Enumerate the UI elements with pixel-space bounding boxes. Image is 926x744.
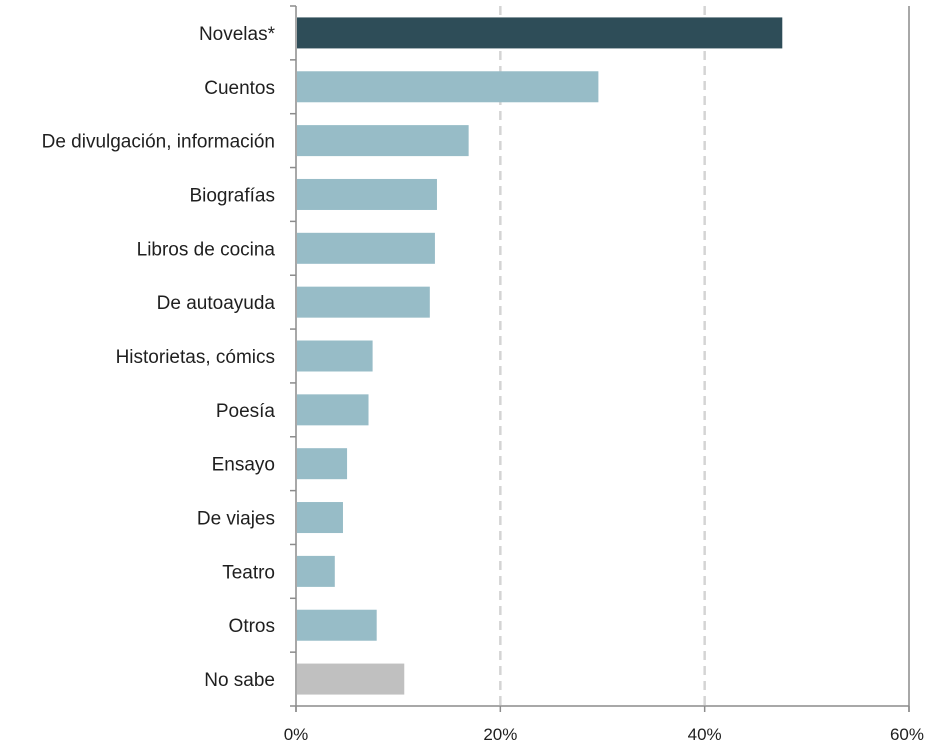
gridlines [499, 6, 706, 706]
category-label: Poesía [216, 401, 276, 422]
x-tick-label: 60% [890, 725, 924, 744]
category-label: De viajes [197, 509, 275, 530]
bar [297, 340, 373, 372]
category-label: No sabe [204, 670, 275, 691]
x-tick-label: 0% [284, 725, 309, 744]
bar [297, 448, 348, 480]
bar [297, 17, 783, 49]
category-label: De autoayuda [157, 293, 276, 314]
category-label: Biografías [189, 185, 275, 206]
bar [297, 502, 343, 534]
x-tick-label: 40% [688, 725, 722, 744]
bar [297, 555, 335, 587]
bar [297, 178, 437, 210]
category-label: Cuentos [204, 78, 275, 99]
bar [297, 609, 377, 641]
category-label: Teatro [222, 562, 275, 583]
bar [297, 232, 435, 264]
category-label: Libros de cocina [137, 239, 276, 260]
category-label: Otros [229, 616, 275, 637]
category-label: Historietas, cómics [116, 347, 275, 368]
bar [297, 394, 369, 426]
tick-labels: 0% 20% 40% 60% [284, 725, 924, 744]
bars [297, 17, 783, 695]
bar [297, 125, 469, 157]
category-label: Novelas* [199, 24, 276, 45]
category-label: De divulgación, información [42, 132, 275, 153]
axes [290, 5, 910, 712]
category-label: Ensayo [212, 455, 275, 476]
bar [297, 663, 405, 695]
category-labels: Novelas* Cuentos De divulgación, informaci… [42, 24, 276, 691]
x-tick-label: 20% [483, 725, 517, 744]
bar [297, 286, 430, 318]
bar [297, 71, 599, 103]
